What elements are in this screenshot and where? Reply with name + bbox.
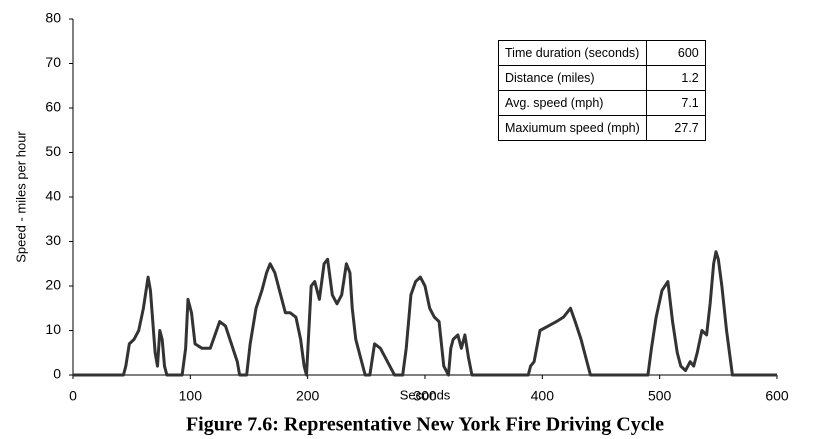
table-value: 1.2 — [645, 65, 706, 91]
y-axis-label: Speed - miles per hour — [13, 131, 28, 263]
speed-line — [73, 250, 777, 377]
x-tick-label: 500 — [648, 388, 672, 404]
y-tick-label: 30 — [45, 232, 61, 248]
table-row: Maxiumum speed (mph) 27.7 — [498, 115, 706, 141]
table-label: Time duration (seconds) — [498, 40, 647, 66]
x-tick-label: 200 — [296, 388, 320, 404]
table-label: Distance (miles) — [498, 65, 647, 91]
x-tick-label: 100 — [179, 388, 203, 404]
x-tick-label: 400 — [531, 388, 555, 404]
y-tick-label: 40 — [45, 188, 61, 204]
table-value: 7.1 — [645, 90, 706, 116]
y-tick-label: 70 — [45, 54, 61, 70]
table-row: Distance (miles) 1.2 — [498, 65, 706, 91]
y-tick-label: 50 — [45, 143, 61, 159]
y-tick-label: 60 — [45, 99, 61, 115]
summary-table: Time duration (seconds) 600 Distance (mile… — [498, 40, 706, 141]
y-tick-label: 10 — [45, 321, 61, 337]
x-tick-label: 600 — [765, 388, 789, 404]
y-tick-label: 0 — [53, 366, 61, 382]
table-value: 27.7 — [645, 115, 706, 141]
table-label: Avg. speed (mph) — [498, 90, 647, 116]
table-row: Time duration (seconds) 600 — [498, 40, 706, 66]
table-value: 600 — [645, 40, 706, 66]
y-tick-label: 20 — [45, 277, 61, 293]
y-tick-label: 80 — [45, 10, 61, 26]
table-label: Maxiumum speed (mph) — [498, 115, 647, 141]
table-row: Avg. speed (mph) 7.1 — [498, 90, 706, 116]
caption: Figure 7.6: Representative New York Fire… — [186, 414, 664, 436]
x-tick-label: 300 — [413, 388, 437, 404]
x-axis-label: Seconds — [400, 387, 451, 402]
x-tick-label: 0 — [69, 388, 77, 404]
